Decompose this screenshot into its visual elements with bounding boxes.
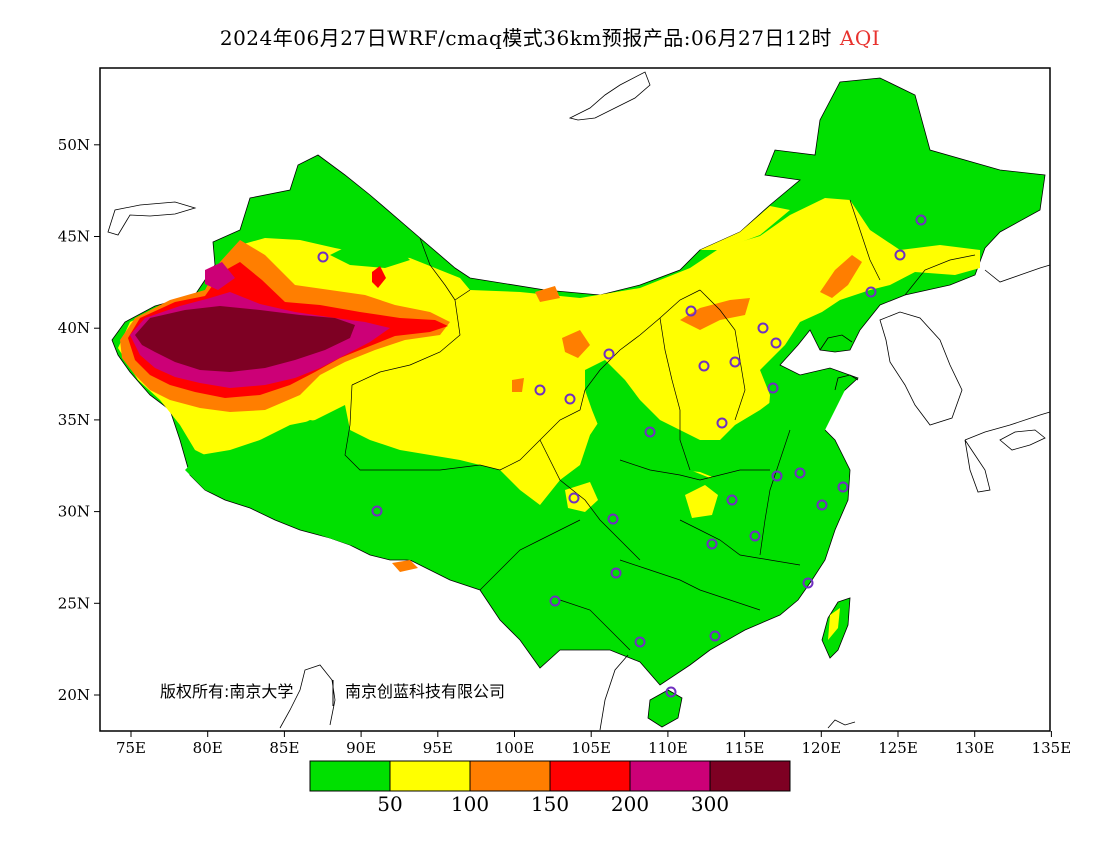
map-title: 2024年06月27日WRF/cmaq模式36km预报产品:06月27日12时 A… bbox=[0, 22, 1100, 51]
hainan-island bbox=[647, 689, 683, 728]
station-marker bbox=[603, 348, 615, 360]
legend-swatch bbox=[629, 760, 711, 792]
station-marker bbox=[767, 382, 779, 394]
aqi-orange-zone-hebei bbox=[820, 255, 862, 298]
aqi-orange-zone-ningxia bbox=[562, 330, 590, 358]
title-variable: AQI bbox=[839, 26, 881, 50]
station-marker bbox=[729, 356, 741, 368]
legend-label: 100 bbox=[451, 792, 489, 816]
longitude-tick-label: 105E bbox=[571, 739, 611, 757]
aqi-purple-zone-kashgar bbox=[205, 262, 235, 290]
station-marker bbox=[865, 286, 877, 298]
station-marker bbox=[749, 530, 761, 542]
aqi-yellow-zone-hunan bbox=[685, 485, 718, 518]
aqi-orange-zone-qinghai bbox=[512, 378, 524, 392]
station-marker bbox=[644, 426, 656, 438]
station-marker bbox=[771, 470, 783, 482]
latitude-tick-label: 20N bbox=[58, 686, 90, 704]
latitude-axis: 20N 25N 30N 35N 40N 45N 50N bbox=[58, 136, 100, 704]
latitude-tick-label: 40N bbox=[58, 319, 90, 337]
station-marker bbox=[607, 513, 619, 525]
station-marker bbox=[894, 249, 906, 261]
station-marker bbox=[757, 322, 769, 334]
station-marker bbox=[837, 481, 849, 493]
station-marker bbox=[371, 505, 383, 517]
legend-label: 300 bbox=[691, 792, 729, 816]
longitude-tick-label: 110E bbox=[648, 739, 688, 757]
longitude-tick-label: 80E bbox=[193, 739, 223, 757]
longitude-tick-label: 100E bbox=[495, 739, 535, 757]
station-marker bbox=[770, 337, 782, 349]
station-marker bbox=[634, 636, 646, 648]
aqi-green-zone-dzungaria bbox=[255, 158, 380, 222]
latitude-tick-label: 25N bbox=[58, 594, 90, 612]
station-marker bbox=[816, 499, 828, 511]
station-marker bbox=[706, 538, 718, 550]
station-marker bbox=[716, 417, 728, 429]
legend-label: 50 bbox=[377, 792, 402, 816]
station-markers bbox=[317, 214, 927, 698]
station-marker bbox=[726, 494, 738, 506]
latitude-tick-label: 35N bbox=[58, 411, 90, 429]
aqi-yellow-zone-west bbox=[118, 198, 980, 505]
aqi-orange-zone-alxa bbox=[535, 286, 560, 302]
aqi-orange-zone-inner-mongolia bbox=[680, 298, 750, 330]
legend-label: 200 bbox=[611, 792, 649, 816]
taiwan-yellow-patch bbox=[828, 608, 840, 640]
aqi-legend: 50 100 150 200 300 bbox=[309, 760, 791, 816]
aqi-yellow-zone-north bbox=[700, 206, 790, 250]
aqi-green-zone-tibet bbox=[185, 405, 510, 560]
aqi-green-zone-central bbox=[585, 360, 845, 480]
longitude-tick-label: 85E bbox=[269, 739, 299, 757]
station-marker bbox=[568, 492, 580, 504]
station-marker bbox=[610, 567, 622, 579]
longitude-tick-label: 120E bbox=[802, 739, 842, 757]
legend-swatch bbox=[309, 760, 391, 792]
copyright-partner: 南京创蓝科技有限公司 bbox=[345, 682, 505, 701]
longitude-tick-label: 115E bbox=[725, 739, 765, 757]
legend-swatch bbox=[469, 760, 551, 792]
legend-swatch bbox=[709, 760, 791, 792]
title-main: 2024年06月27日WRF/cmaq模式36km预报产品:06月27日12时 bbox=[219, 26, 832, 50]
longitude-tick-label: 95E bbox=[423, 739, 453, 757]
aqi-maroon-zone-taklamakan bbox=[135, 306, 355, 372]
station-marker bbox=[534, 384, 546, 396]
station-marker bbox=[685, 305, 697, 317]
copyright-owner: 版权所有:南京大学 bbox=[160, 682, 293, 701]
longitude-tick-label: 90E bbox=[346, 739, 376, 757]
station-marker bbox=[915, 214, 927, 226]
station-marker bbox=[564, 393, 576, 405]
legend-swatch bbox=[549, 760, 631, 792]
station-marker bbox=[802, 577, 814, 589]
latitude-tick-label: 30N bbox=[58, 503, 90, 521]
station-marker bbox=[794, 467, 806, 479]
longitude-tick-label: 75E bbox=[116, 739, 146, 757]
aqi-orange-zone-west-tibet bbox=[392, 560, 418, 572]
longitude-tick-label: 125E bbox=[878, 739, 918, 757]
station-marker bbox=[698, 360, 710, 372]
station-marker bbox=[549, 595, 561, 607]
station-marker bbox=[665, 686, 677, 698]
longitude-tick-label: 130E bbox=[955, 739, 995, 757]
aqi-green-zone-hami bbox=[330, 240, 410, 268]
longitude-tick-label: 135E bbox=[1032, 739, 1072, 757]
longitude-axis: 75E 80E 85E 90E 95E 100E 105E 110E 115E 120E 125E 1… bbox=[116, 731, 1071, 757]
latitude-tick-label: 50N bbox=[58, 136, 90, 154]
station-marker bbox=[709, 630, 721, 642]
neighbour-coastlines bbox=[107, 71, 1051, 731]
legend-swatch bbox=[389, 760, 471, 792]
station-marker bbox=[317, 251, 329, 263]
legend-label: 150 bbox=[531, 792, 569, 816]
province-borders bbox=[344, 199, 976, 651]
map-frame bbox=[99, 67, 1051, 732]
latitude-tick-label: 45N bbox=[58, 228, 90, 246]
aqi-red-zone-turpan bbox=[372, 266, 386, 288]
